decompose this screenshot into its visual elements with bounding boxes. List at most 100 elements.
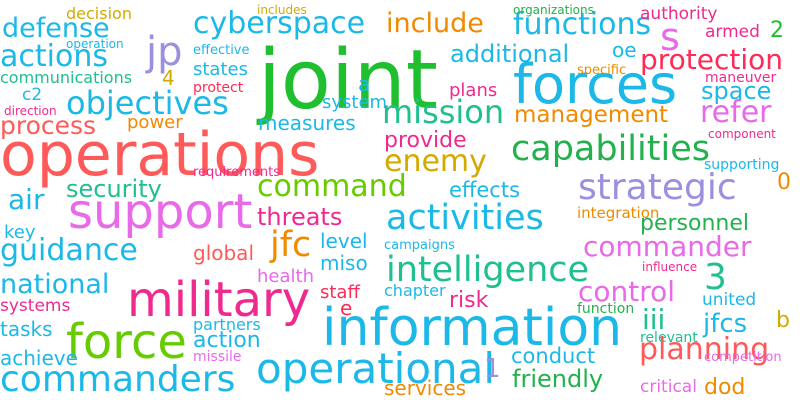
word-function: function bbox=[577, 301, 635, 317]
word-operations: operations bbox=[0, 120, 320, 190]
word-joint: joint bbox=[258, 33, 438, 128]
word-maneuver: maneuver bbox=[705, 70, 777, 86]
word-competition: competition bbox=[704, 350, 782, 365]
word-relevant: relevant bbox=[640, 330, 698, 346]
word-4: 4 bbox=[162, 66, 175, 90]
word-objectives: objectives bbox=[66, 84, 229, 122]
word-strategic: strategic bbox=[578, 167, 737, 208]
word-commanders: commanders bbox=[0, 359, 236, 400]
word-authority: authority bbox=[640, 4, 718, 24]
word-operational: operational bbox=[256, 344, 496, 393]
word-measures: measures bbox=[258, 111, 356, 135]
word-mission: mission bbox=[382, 93, 505, 131]
word-intelligence: intelligence bbox=[386, 250, 590, 290]
word-states: states bbox=[193, 59, 248, 80]
word-jfcs: jfcs bbox=[703, 309, 748, 339]
word-influence: influence bbox=[642, 260, 698, 274]
word-a: a bbox=[358, 72, 371, 96]
word-jp: jp bbox=[146, 29, 183, 75]
word-actions: actions bbox=[0, 39, 108, 74]
word-key: key bbox=[4, 222, 36, 243]
word-threats: threats bbox=[257, 203, 343, 231]
word-functions: functions bbox=[513, 7, 652, 42]
word-command: command bbox=[257, 169, 407, 204]
word-iii: iii bbox=[642, 303, 666, 336]
word-effects: effects bbox=[449, 178, 521, 202]
word-chapter: chapter bbox=[384, 281, 446, 300]
word-operation: operation bbox=[66, 37, 124, 51]
word-space: space bbox=[701, 77, 772, 105]
word-united: united bbox=[702, 290, 757, 310]
word-integration: integration bbox=[577, 204, 660, 222]
word-1: 1 bbox=[484, 354, 501, 384]
word-national: national bbox=[0, 269, 110, 300]
word-air: air bbox=[8, 183, 45, 216]
word-refer: refer bbox=[700, 95, 772, 130]
word-force: force bbox=[66, 314, 187, 370]
word-includes: includes bbox=[257, 3, 307, 17]
word-b: b bbox=[776, 308, 790, 333]
word-include: include bbox=[386, 8, 484, 39]
word-dod: dod bbox=[704, 375, 746, 400]
word-forces: forces bbox=[513, 53, 678, 116]
word-military: military bbox=[127, 272, 311, 328]
word-supporting: supporting bbox=[704, 157, 780, 173]
word-system: system bbox=[322, 92, 388, 113]
word-critical: critical bbox=[640, 377, 697, 397]
word-decision: decision bbox=[66, 4, 132, 23]
word-armed: armed bbox=[705, 22, 760, 42]
word-activities: activities bbox=[386, 198, 544, 238]
word-provide: provide bbox=[384, 128, 467, 153]
word-3: 3 bbox=[704, 257, 727, 298]
word-friendly: friendly bbox=[512, 365, 604, 393]
word-plans: plans bbox=[449, 80, 498, 101]
word-additional: additional bbox=[450, 40, 570, 68]
word-power: power bbox=[127, 112, 183, 133]
word-organizations: organizations bbox=[513, 3, 594, 17]
word-risk: risk bbox=[449, 288, 489, 313]
word-e: e bbox=[340, 296, 353, 320]
word-campaigns: campaigns bbox=[384, 238, 455, 253]
word-conduct: conduct bbox=[511, 344, 596, 368]
word-support: support bbox=[68, 184, 253, 240]
word-oe: oe bbox=[612, 38, 637, 62]
word-partners: partners bbox=[193, 315, 261, 334]
word-enemy: enemy bbox=[384, 144, 487, 179]
word-level: level bbox=[320, 229, 368, 253]
word-information: information bbox=[322, 298, 623, 358]
word-tasks: tasks bbox=[0, 317, 53, 341]
word-guidance: guidance bbox=[0, 233, 138, 268]
word-staff: staff bbox=[320, 282, 360, 303]
word-c2: c2 bbox=[22, 85, 43, 105]
word-achieve: achieve bbox=[0, 346, 78, 370]
word-action: action bbox=[193, 328, 261, 353]
word-communications: communications bbox=[0, 68, 133, 87]
word-commander: commander bbox=[583, 230, 752, 263]
word-s: s bbox=[660, 15, 680, 59]
word-security: security bbox=[66, 175, 162, 203]
word-planning: planning bbox=[639, 332, 770, 367]
word-services: services bbox=[384, 376, 467, 400]
word-direction: direction bbox=[4, 104, 57, 118]
word-health: health bbox=[257, 266, 314, 287]
word-2: 2 bbox=[770, 18, 784, 43]
word-component: component bbox=[708, 127, 776, 141]
word-protection: protection bbox=[640, 43, 784, 76]
word-requirements: requirements bbox=[193, 165, 280, 180]
word-control: control bbox=[578, 275, 676, 308]
word-personnel: personnel bbox=[640, 211, 750, 236]
word-missile: missile bbox=[193, 349, 242, 365]
word-capabilities: capabilities bbox=[511, 129, 710, 169]
word-protect: protect bbox=[193, 80, 244, 96]
word-process: process bbox=[0, 111, 97, 140]
word-management: management bbox=[514, 102, 669, 128]
word-specific: specific bbox=[577, 63, 627, 78]
word-global: global bbox=[193, 241, 254, 265]
word-cyberspace: cyberspace bbox=[193, 6, 366, 41]
word-jfc: jfc bbox=[270, 225, 312, 265]
word-effective: effective bbox=[193, 43, 250, 58]
word-miso: miso bbox=[320, 251, 368, 275]
word-0: 0 bbox=[777, 170, 791, 195]
word-systems: systems bbox=[0, 296, 71, 316]
